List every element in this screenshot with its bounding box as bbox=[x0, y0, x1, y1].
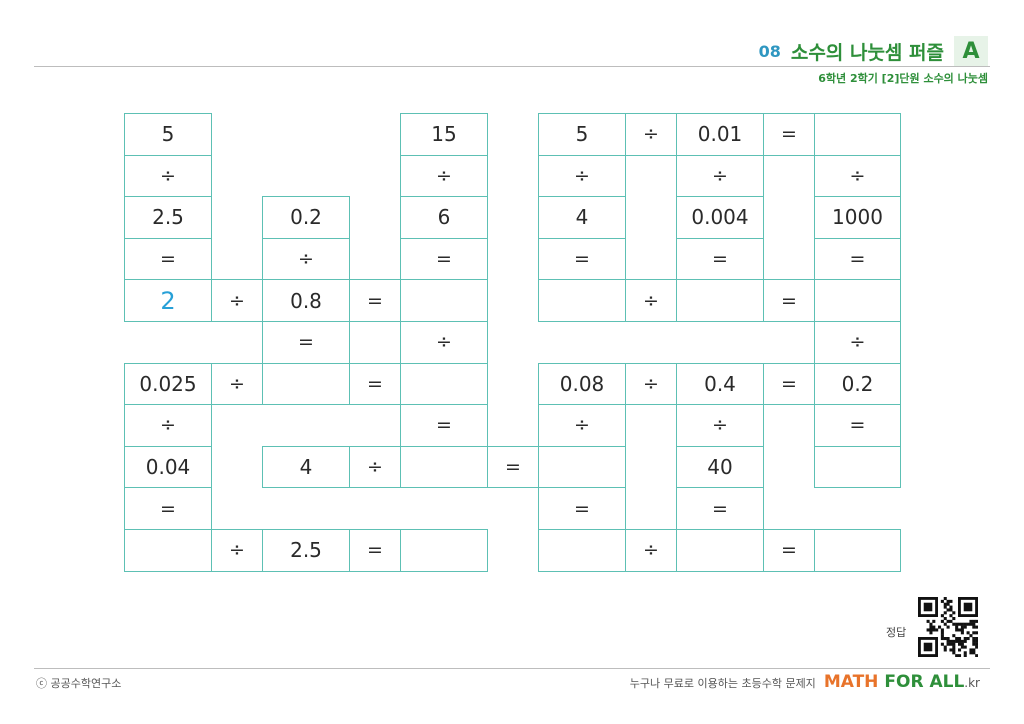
puzzle-operator-cell: = bbox=[400, 404, 488, 447]
puzzle-number-cell: 4 bbox=[538, 196, 626, 239]
puzzle-operator-cell: = bbox=[400, 237, 488, 281]
puzzle-operator-cell: = bbox=[676, 487, 764, 530]
puzzle-operator-cell: ÷ bbox=[625, 279, 677, 322]
puzzle-operator-cell: ÷ bbox=[124, 404, 212, 447]
unit-number: 08 bbox=[758, 41, 781, 61]
puzzle-operator-cell: ÷ bbox=[349, 445, 401, 489]
puzzle-operator-cell: ÷ bbox=[814, 154, 901, 198]
puzzle-operator-cell: ÷ bbox=[625, 362, 677, 406]
puzzle-number-cell: 0.2 bbox=[262, 196, 350, 239]
puzzle-blank-cell[interactable] bbox=[400, 279, 488, 322]
puzzle-blank-cell[interactable] bbox=[124, 529, 212, 572]
puzzle-number-cell: 0.025 bbox=[124, 362, 212, 406]
puzzle-operator-cell: ÷ bbox=[538, 154, 626, 198]
qr-code-icon[interactable] bbox=[918, 597, 978, 657]
puzzle-number-cell: 0.8 bbox=[262, 279, 350, 322]
puzzle-operator-cell: ÷ bbox=[211, 279, 263, 322]
puzzle-operator-cell: ÷ bbox=[211, 362, 263, 406]
puzzle-blank-cell[interactable] bbox=[676, 279, 764, 322]
puzzle-number-cell: 0.4 bbox=[676, 362, 764, 406]
puzzle-operator-cell: ÷ bbox=[124, 154, 212, 198]
footer-tagline: 누구나 무료로 이용하는 초등수학 문제지 bbox=[629, 677, 816, 690]
level-badge: A bbox=[954, 36, 988, 66]
puzzle-blank-cell[interactable] bbox=[814, 113, 901, 156]
puzzle-operator-cell: = bbox=[763, 113, 815, 156]
puzzle-blank-cell[interactable] bbox=[538, 445, 626, 489]
puzzle-number-cell: 4 bbox=[262, 445, 350, 489]
brand-math: MATH bbox=[823, 672, 879, 692]
puzzle-blank-cell[interactable] bbox=[814, 529, 901, 572]
puzzle-blank-cell[interactable] bbox=[400, 445, 488, 489]
puzzle-operator-cell: ÷ bbox=[625, 529, 677, 572]
footer-divider bbox=[34, 668, 990, 669]
puzzle-number-cell: 5 bbox=[124, 113, 212, 156]
puzzle-number-cell: 0.004 bbox=[676, 196, 764, 239]
puzzle-number-cell: 15 bbox=[400, 113, 488, 156]
puzzle-operator-cell: = bbox=[676, 237, 764, 281]
puzzle-operator-cell: ÷ bbox=[676, 404, 764, 447]
unit-title: 소수의 나눗셈 퍼즐 bbox=[790, 41, 944, 64]
puzzle-blank-cell[interactable] bbox=[814, 279, 901, 322]
puzzle-operator-cell: = bbox=[814, 237, 901, 281]
puzzle-operator-cell: ÷ bbox=[676, 154, 764, 198]
puzzle-operator-cell: ÷ bbox=[262, 237, 350, 281]
puzzle-operator-cell: = bbox=[487, 445, 539, 489]
puzzle-operator-cell: = bbox=[262, 321, 350, 364]
brand-kr: .kr bbox=[964, 676, 980, 690]
puzzle-number-cell: 0.08 bbox=[538, 362, 626, 406]
puzzle-operator-cell: = bbox=[349, 279, 401, 322]
puzzle-operator-cell: = bbox=[124, 237, 212, 281]
puzzle-operator-cell: ÷ bbox=[814, 321, 901, 364]
brand-forall: FOR ALL bbox=[884, 672, 965, 692]
puzzle-number-cell: 1000 bbox=[814, 196, 901, 239]
puzzle-operator-cell: ÷ bbox=[211, 529, 263, 572]
puzzle-operator-cell: = bbox=[124, 487, 212, 530]
title-row: 08 소수의 나눗셈 퍼즐 A bbox=[759, 36, 988, 66]
puzzle-blank-cell[interactable] bbox=[814, 445, 901, 489]
header-divider bbox=[34, 66, 990, 67]
puzzle-number-cell: 2 bbox=[124, 279, 212, 322]
puzzle-operator-cell: = bbox=[538, 487, 626, 530]
puzzle-number-cell: 2.5 bbox=[124, 196, 212, 239]
puzzle-operator-cell: = bbox=[763, 279, 815, 322]
puzzle-blank-cell[interactable] bbox=[538, 529, 626, 572]
puzzle-operator-cell: ÷ bbox=[625, 113, 677, 156]
puzzle-number-cell: 6 bbox=[400, 196, 488, 239]
answer-key-label: 정답 bbox=[886, 626, 907, 639]
puzzle-number-cell: 0.2 bbox=[814, 362, 901, 406]
puzzle-operator-cell: ÷ bbox=[400, 154, 488, 198]
puzzle-number-cell: 40 bbox=[676, 445, 764, 489]
puzzle-number-cell: 0.01 bbox=[676, 113, 764, 156]
puzzle-blank-cell[interactable] bbox=[262, 362, 350, 406]
puzzle-operator-cell: = bbox=[814, 404, 901, 447]
puzzle-blank-cell[interactable] bbox=[400, 362, 488, 406]
puzzle-number-cell: 0.04 bbox=[124, 445, 212, 489]
puzzle-number-cell: 2.5 bbox=[262, 529, 350, 572]
puzzle-operator-cell: = bbox=[763, 529, 815, 572]
puzzle-operator-cell: ÷ bbox=[400, 321, 488, 364]
puzzle-operator-cell: = bbox=[538, 237, 626, 281]
puzzle-blank-cell[interactable] bbox=[676, 529, 764, 572]
puzzle-operator-cell: ÷ bbox=[538, 404, 626, 447]
puzzle-operator-cell: = bbox=[763, 362, 815, 406]
puzzle-blank-cell[interactable] bbox=[538, 279, 626, 322]
unit-subtitle: 6학년 2학기 [2]단원 소수의 나눗셈 bbox=[818, 72, 988, 85]
footer-brand: 누구나 무료로 이용하는 초등수학 문제지 MATH FOR ALL .kr bbox=[630, 672, 980, 692]
puzzle-blank-cell[interactable] bbox=[400, 529, 488, 572]
copyright-text: ⓒ 공공수학연구소 bbox=[36, 677, 122, 690]
puzzle-number-cell: 5 bbox=[538, 113, 626, 156]
puzzle-operator-cell: = bbox=[349, 362, 401, 406]
page-header: 08 소수의 나눗셈 퍼즐 A 6학년 2학기 [2]단원 소수의 나눗셈 bbox=[0, 0, 1024, 90]
puzzle-operator-cell: = bbox=[349, 529, 401, 572]
